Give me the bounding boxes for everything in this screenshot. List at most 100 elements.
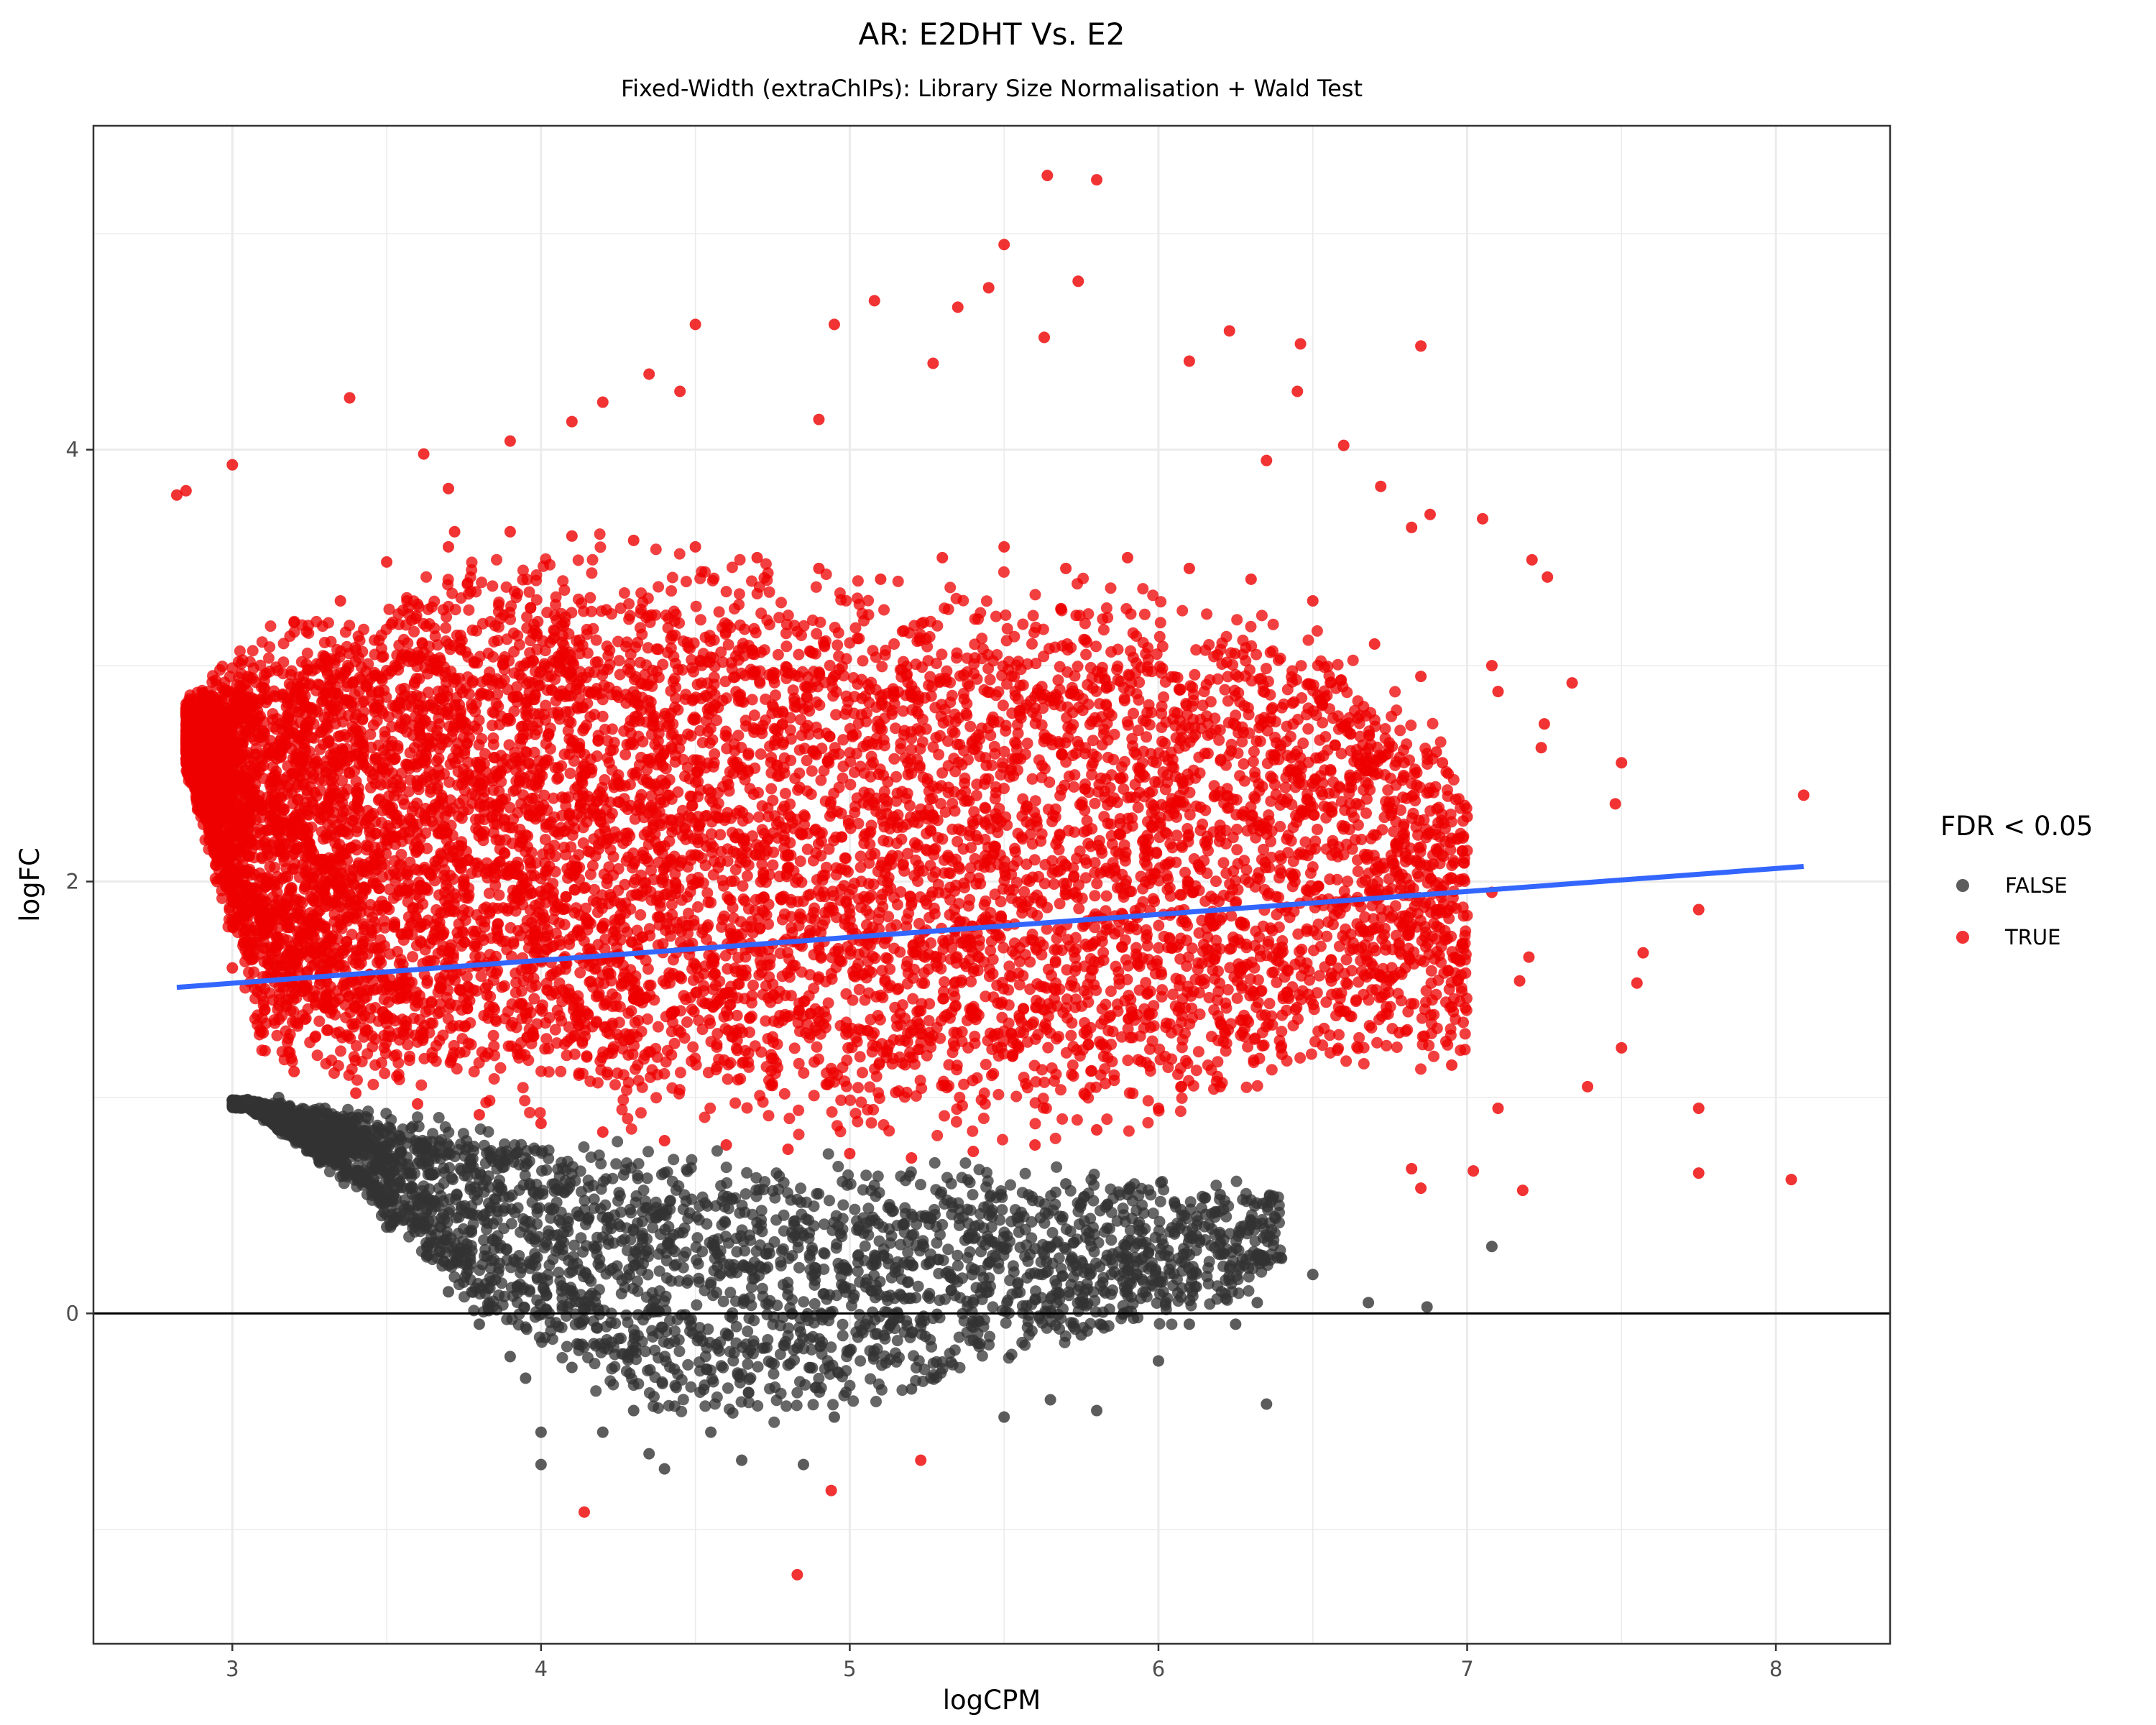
point-false: [584, 1300, 596, 1312]
point-false: [595, 1158, 607, 1170]
point-false: [474, 1264, 486, 1276]
point-true: [1189, 668, 1201, 681]
point-true: [657, 658, 669, 671]
point-false: [907, 1211, 919, 1223]
point-true: [1049, 1132, 1061, 1144]
point-true: [517, 1082, 529, 1094]
point-false: [696, 1335, 709, 1348]
point-false: [467, 1218, 479, 1230]
point-false: [407, 1121, 419, 1133]
point-false: [905, 1166, 917, 1178]
point-false: [723, 1403, 735, 1415]
point-false: [1421, 1301, 1433, 1313]
point-false: [923, 1257, 935, 1269]
point-false: [891, 1335, 903, 1347]
point-false: [934, 1188, 946, 1200]
point-false: [722, 1190, 734, 1202]
point-false: [794, 1376, 806, 1388]
point-false: [849, 1203, 861, 1215]
point-true: [744, 1026, 755, 1039]
point-false: [862, 1229, 875, 1241]
point-false: [754, 1239, 766, 1251]
point-false: [838, 1389, 850, 1402]
point-false: [540, 1236, 552, 1248]
point-true: [998, 566, 1010, 578]
point-false: [621, 1157, 633, 1169]
point-false: [696, 1191, 709, 1203]
point-false: [739, 1245, 751, 1257]
point-false: [1131, 1238, 1143, 1250]
point-false: [693, 1214, 705, 1226]
point-false: [1176, 1282, 1188, 1294]
point-false: [558, 1236, 570, 1248]
point-false: [515, 1138, 528, 1151]
point-false: [1117, 1252, 1129, 1264]
point-false: [1272, 1191, 1284, 1203]
point-false: [693, 1272, 705, 1284]
point-false: [518, 1302, 530, 1314]
point-false: [395, 1146, 407, 1158]
point-true: [1210, 875, 1222, 888]
point-false: [520, 1372, 532, 1384]
point-false: [636, 1206, 648, 1218]
point-false: [451, 1251, 464, 1264]
point-false: [656, 1321, 668, 1333]
point-false: [690, 1241, 702, 1253]
point-false: [687, 1328, 699, 1340]
point-true: [619, 748, 632, 760]
point-false: [677, 1394, 689, 1406]
point-false: [622, 1316, 634, 1328]
point-false: [860, 1169, 872, 1182]
point-false: [808, 1298, 821, 1310]
point-false: [383, 1187, 395, 1199]
point-true: [1105, 582, 1117, 594]
point-false: [506, 1313, 518, 1325]
point-false: [946, 1208, 958, 1220]
point-false: [453, 1279, 465, 1291]
point-false: [319, 1102, 331, 1114]
point-false: [770, 1214, 783, 1226]
point-false: [945, 1284, 957, 1297]
point-false: [982, 1286, 995, 1298]
point-false: [708, 1264, 720, 1276]
point-false: [656, 1378, 668, 1389]
point-false: [795, 1326, 806, 1338]
point-false: [665, 1275, 677, 1287]
point-false: [590, 1385, 602, 1397]
point-false: [806, 1245, 819, 1257]
point-false: [987, 1301, 999, 1313]
point-false: [1261, 1196, 1273, 1208]
point-false: [983, 1272, 995, 1284]
point-false: [535, 1458, 547, 1471]
point-false: [535, 1426, 547, 1438]
point-false: [1094, 1318, 1106, 1330]
point-false: [677, 1203, 689, 1215]
point-false: [742, 1386, 755, 1399]
point-false: [1214, 1189, 1226, 1201]
point-false: [533, 1202, 545, 1214]
point-false: [1256, 1266, 1268, 1278]
point-false: [791, 1399, 803, 1412]
point-false: [778, 1279, 789, 1291]
point-false: [850, 1326, 862, 1338]
point-false: [858, 1254, 870, 1266]
point-false: [832, 1161, 844, 1172]
point-false: [484, 1152, 497, 1164]
point-false: [586, 1287, 598, 1300]
point-false: [934, 1228, 946, 1241]
point-false: [418, 1180, 430, 1192]
point-false: [973, 1315, 985, 1328]
point-false: [869, 1292, 881, 1304]
point-false: [537, 1188, 549, 1200]
point-false: [1029, 1243, 1041, 1255]
point-false: [769, 1381, 781, 1393]
point-false: [959, 1157, 972, 1169]
point-false: [465, 1208, 477, 1219]
point-false: [372, 1129, 384, 1141]
point-false: [543, 1144, 555, 1156]
point-true: [699, 860, 711, 872]
point-false: [678, 1222, 691, 1234]
point-false: [797, 1458, 809, 1471]
point-false: [944, 1348, 956, 1360]
point-false: [784, 1358, 796, 1370]
